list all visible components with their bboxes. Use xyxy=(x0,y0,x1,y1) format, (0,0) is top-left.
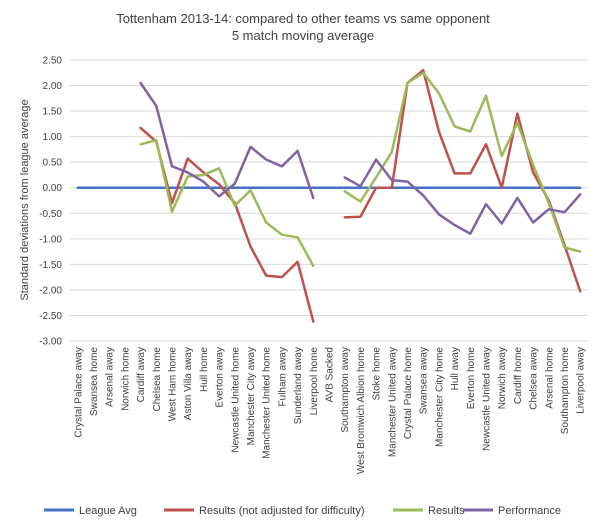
x-category-label: Cardiff home xyxy=(513,347,524,405)
y-tick-label: -3.00 xyxy=(39,337,62,348)
x-category-label: Chelsea away xyxy=(529,347,540,410)
series-line-2 xyxy=(139,138,315,268)
x-category-label: Manchester City home xyxy=(434,347,445,447)
x-category-label: Cardiff away xyxy=(136,347,147,402)
x-category-label: Hull home xyxy=(199,347,210,392)
x-category-label: Southampton away xyxy=(340,347,351,433)
y-tick-label: 1.50 xyxy=(43,107,63,118)
x-category-label: Norwich home xyxy=(120,347,131,411)
y-tick-label: 0.00 xyxy=(43,183,63,194)
series-line-3 xyxy=(139,81,315,200)
y-tick-label: -0.50 xyxy=(39,209,62,220)
x-category-label: Stoke home xyxy=(372,347,383,401)
x-category-label: Liverpool home xyxy=(309,347,320,416)
x-category-label: West Bromwich Albion home xyxy=(356,347,367,475)
y-tick-label: -1.00 xyxy=(39,234,62,245)
y-axis-ticks: 2.50 2.00 1.50 1.00 0.50 0.00 -0.50 -1.00 -1.50 -… xyxy=(39,56,62,348)
x-category-label: Norwich away xyxy=(497,347,508,409)
x-category-label: Newcastle United home xyxy=(230,347,241,453)
x-category-label: Crystal Palace home xyxy=(403,347,414,440)
legend-label-0: League Avg xyxy=(79,505,137,517)
legend-label-2: Results xyxy=(428,505,465,517)
series-lines xyxy=(76,68,582,323)
y-tick-label: -2.00 xyxy=(39,285,62,296)
x-category-label: Southampton home xyxy=(560,347,571,435)
legend-label-3: Performance xyxy=(498,505,561,517)
y-tick-label: 1.00 xyxy=(43,132,63,143)
x-category-label: Arsenal away xyxy=(105,347,116,407)
x-category-label: Manchester United away xyxy=(387,347,398,457)
x-category-label: Arsenal home xyxy=(544,347,555,409)
x-category-label: Sunderland away xyxy=(293,347,304,424)
x-axis-categories: Crystal Palace away Swansea home Arsenal a… xyxy=(73,347,586,475)
x-category-label: Chelsea home xyxy=(152,347,163,412)
x-category-label: AVB Sacked xyxy=(325,347,336,402)
x-category-label: Swansea home xyxy=(89,347,100,416)
series-line-1 xyxy=(343,68,582,293)
y-axis-title: Standard deviations from league average xyxy=(19,99,31,300)
gridlines xyxy=(70,59,588,342)
x-category-label: Manchester City away xyxy=(246,347,257,445)
x-category-label: Everton home xyxy=(466,347,477,410)
series-line-1 xyxy=(139,126,315,323)
x-category-label: Swansea away xyxy=(419,347,430,414)
chart-title-line1: Tottenham 2013-14: compared to other tea… xyxy=(116,11,490,26)
series-line-3 xyxy=(343,158,582,235)
x-category-label: Manchester United home xyxy=(262,347,273,459)
x-category-label: Aston Villa away xyxy=(183,347,194,420)
legend: League Avg Results (not adjusted for diff… xyxy=(44,505,561,517)
x-category-label: Liverpool away xyxy=(576,347,587,414)
chart-title-line2: 5 match moving average xyxy=(232,28,374,43)
y-tick-label: -2.50 xyxy=(39,311,62,322)
y-tick-label: 2.50 xyxy=(43,56,63,67)
x-category-label: Newcastle United away xyxy=(481,347,492,451)
y-tick-label: -1.50 xyxy=(39,260,62,271)
x-category-label: Fulham away xyxy=(277,347,288,406)
y-tick-label: 0.50 xyxy=(43,158,63,169)
x-category-label: Crystal Palace away xyxy=(73,347,84,438)
y-tick-label: 2.00 xyxy=(43,81,63,92)
x-category-label: Everton away xyxy=(215,347,226,408)
series-line-2 xyxy=(343,71,582,253)
x-category-label: West Ham home xyxy=(168,347,179,422)
legend-label-1: Results (not adjusted for difficulty) xyxy=(199,505,364,517)
x-category-label: Hull away xyxy=(450,347,461,390)
